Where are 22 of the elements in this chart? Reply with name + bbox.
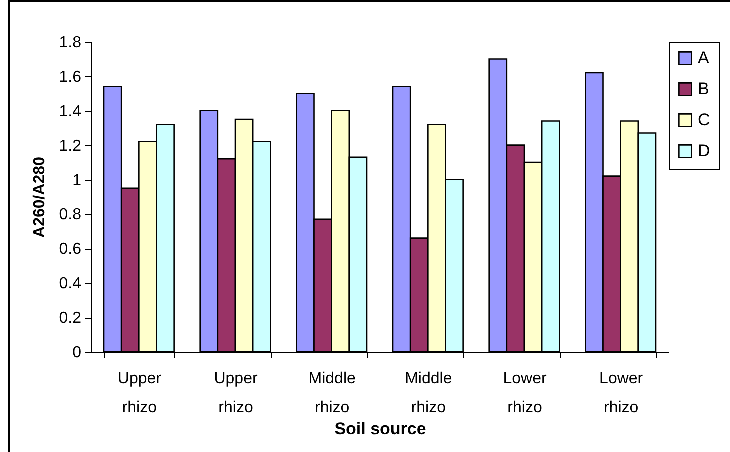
legend-label: A <box>698 48 710 68</box>
legend-label: B <box>698 80 710 98</box>
y-tick-label: 1 <box>72 172 82 190</box>
y-tick-label: 0.2 <box>59 310 82 328</box>
x-tick-label: Middle rhizo <box>308 370 356 416</box>
y-tick-label: 1.2 <box>59 138 82 155</box>
y-tick-label: 0.6 <box>59 241 82 258</box>
x-tick-label: Lower rhizo <box>600 370 644 416</box>
x-tick-label: Lower rhizo <box>503 370 548 416</box>
y-tick-label: 1.8 <box>59 34 82 52</box>
x-axis-title: Soil source <box>334 420 426 438</box>
legend-label: C <box>698 110 710 130</box>
y-tick-label: 1.4 <box>59 103 82 120</box>
y-tick-label: 1.6 <box>59 68 82 86</box>
y-tick-label: 0.4 <box>59 276 82 293</box>
x-tick-label: Middle rhizo <box>405 370 452 416</box>
x-tick-label: Upper rhizo <box>214 370 258 416</box>
y-axis-title: A260/A280 <box>31 156 48 238</box>
legend-label: D <box>698 142 710 160</box>
y-tick-label: 0.8 <box>59 206 82 224</box>
y-tick-label: 0 <box>72 344 82 362</box>
x-tick-label: Upper rhizo <box>118 370 162 416</box>
